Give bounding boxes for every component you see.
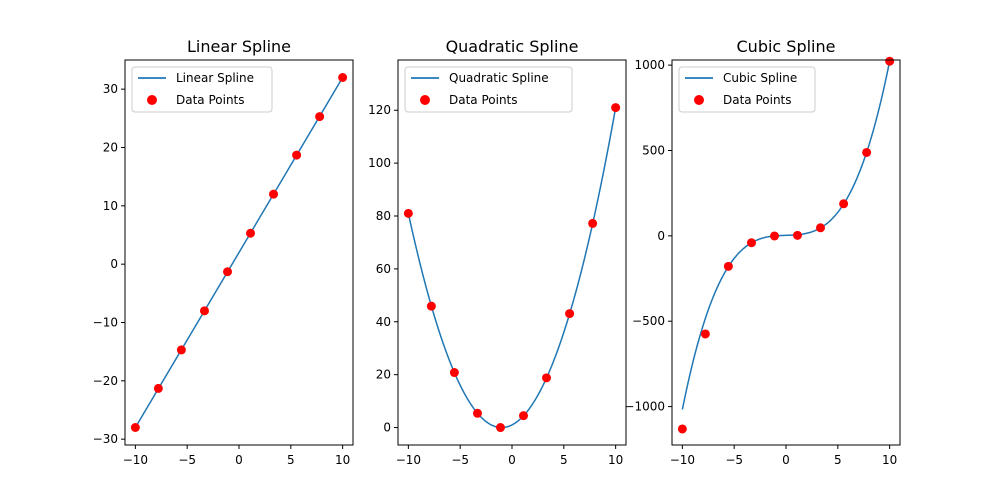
- data-point: [130, 423, 140, 432]
- data-point: [565, 309, 575, 319]
- y-tick-label: 1000: [634, 58, 665, 72]
- x-tick-label: −5: [178, 453, 196, 467]
- y-tick-label: 30: [103, 82, 118, 96]
- data-point: [588, 218, 598, 228]
- data-point: [176, 345, 186, 355]
- y-tick-label: 100: [368, 156, 391, 170]
- y-tick-label: −1000: [624, 400, 665, 414]
- subplot-cubic-spline: Cubic Spline −10 −5 0 5 10 −1000 −500 0 500 1000…: [624, 37, 901, 467]
- data-point: [611, 103, 621, 113]
- x-tick-label: 0: [235, 453, 243, 467]
- x-tick-label: −5: [725, 453, 743, 467]
- legend-point-swatch: [147, 95, 157, 105]
- legend-label-line: Cubic Spline: [723, 71, 797, 85]
- data-point: [816, 223, 826, 233]
- legend: Quadratic Spline Data Points: [404, 66, 573, 113]
- y-axis-ticks: −30 −20 −10 0 10 20 30: [93, 82, 125, 446]
- data-point: [315, 112, 325, 122]
- y-tick-label: −20: [93, 374, 118, 388]
- legend-label-points: Data Points: [176, 93, 245, 107]
- chart-title: Quadratic Spline: [446, 37, 579, 56]
- plot-area: [403, 103, 621, 433]
- data-point: [793, 230, 802, 240]
- data-point: [723, 261, 733, 271]
- y-tick-label: 40: [376, 315, 391, 329]
- y-tick-label: 10: [103, 199, 118, 213]
- data-point: [426, 301, 436, 311]
- chart-title: Linear Spline: [187, 37, 291, 56]
- plot-area: [677, 56, 895, 434]
- y-tick-label: 0: [383, 421, 391, 435]
- data-point: [153, 383, 163, 393]
- y-tick-label: 60: [376, 262, 391, 276]
- legend-label-points: Data Points: [449, 93, 518, 107]
- legend: Linear Spline Data Points: [131, 66, 273, 113]
- x-tick-label: 10: [335, 453, 350, 467]
- spline-line: [407, 107, 617, 429]
- y-tick-label: 80: [376, 209, 391, 223]
- y-tick-label: −30: [93, 432, 118, 446]
- spline-line: [134, 77, 344, 428]
- legend-box: [131, 66, 273, 113]
- y-tick-label: 500: [642, 143, 665, 157]
- data-point: [223, 267, 232, 277]
- data-point: [338, 73, 348, 82]
- data-point: [862, 147, 872, 157]
- legend-point-swatch: [420, 95, 430, 105]
- y-tick-label: 0: [110, 257, 118, 271]
- x-tick-label: −10: [670, 453, 695, 467]
- legend-point-swatch: [694, 95, 704, 105]
- data-point: [700, 329, 710, 339]
- plot-area: [130, 73, 348, 432]
- data-point: [746, 238, 756, 248]
- y-tick-label: −500: [632, 314, 665, 328]
- data-point: [292, 150, 302, 160]
- legend-label-points: Data Points: [723, 93, 792, 107]
- data-point: [542, 373, 552, 383]
- data-point: [472, 408, 482, 418]
- legend-box: [404, 66, 573, 113]
- x-axis-ticks: −10 −5 0 5 10: [670, 445, 897, 467]
- data-point: [839, 199, 849, 209]
- data-point: [519, 411, 528, 421]
- x-axis-ticks: −10 −5 0 5 10: [396, 445, 623, 467]
- x-tick-label: −5: [451, 453, 469, 467]
- data-point: [677, 424, 687, 434]
- x-tick-label: −10: [396, 453, 421, 467]
- data-point: [199, 306, 209, 316]
- y-axis-ticks: −1000 −500 0 500 1000: [624, 58, 672, 414]
- data-point: [496, 423, 505, 433]
- x-tick-label: 5: [560, 453, 568, 467]
- data-point: [246, 228, 255, 238]
- spline-line: [681, 61, 891, 410]
- y-tick-label: 0: [657, 229, 665, 243]
- x-tick-label: 0: [508, 453, 516, 467]
- subplot-quadratic-spline: Quadratic Spline −10 −5 0 5 10 0 20 40 60 80 100 1…: [368, 37, 627, 467]
- y-tick-label: −10: [93, 316, 118, 330]
- x-axis-ticks: −10 −5 0 5 10: [123, 445, 350, 467]
- x-tick-label: 10: [608, 453, 623, 467]
- legend: Cubic Spline Data Points: [678, 66, 816, 113]
- y-tick-label: 20: [103, 141, 118, 155]
- x-tick-label: 5: [834, 453, 842, 467]
- data-point: [403, 208, 413, 218]
- y-tick-label: 20: [376, 368, 391, 382]
- data-point: [885, 56, 895, 66]
- y-tick-label: 120: [368, 103, 391, 117]
- subplot-linear-spline: Linear Spline −10 −5 0 5 10 −30 −20 −10 0 10 20 30…: [93, 37, 354, 467]
- y-axis-ticks: 0 20 40 60 80 100 120: [368, 103, 398, 435]
- x-tick-label: 10: [882, 453, 897, 467]
- data-point: [770, 231, 779, 241]
- chart-title: Cubic Spline: [737, 37, 836, 56]
- legend-label-line: Quadratic Spline: [449, 71, 549, 85]
- legend-label-line: Linear Spline: [176, 71, 254, 85]
- data-point: [449, 368, 459, 378]
- x-tick-label: −10: [123, 453, 148, 467]
- data-point: [269, 189, 279, 199]
- x-tick-label: 0: [782, 453, 790, 467]
- x-tick-label: 5: [287, 453, 295, 467]
